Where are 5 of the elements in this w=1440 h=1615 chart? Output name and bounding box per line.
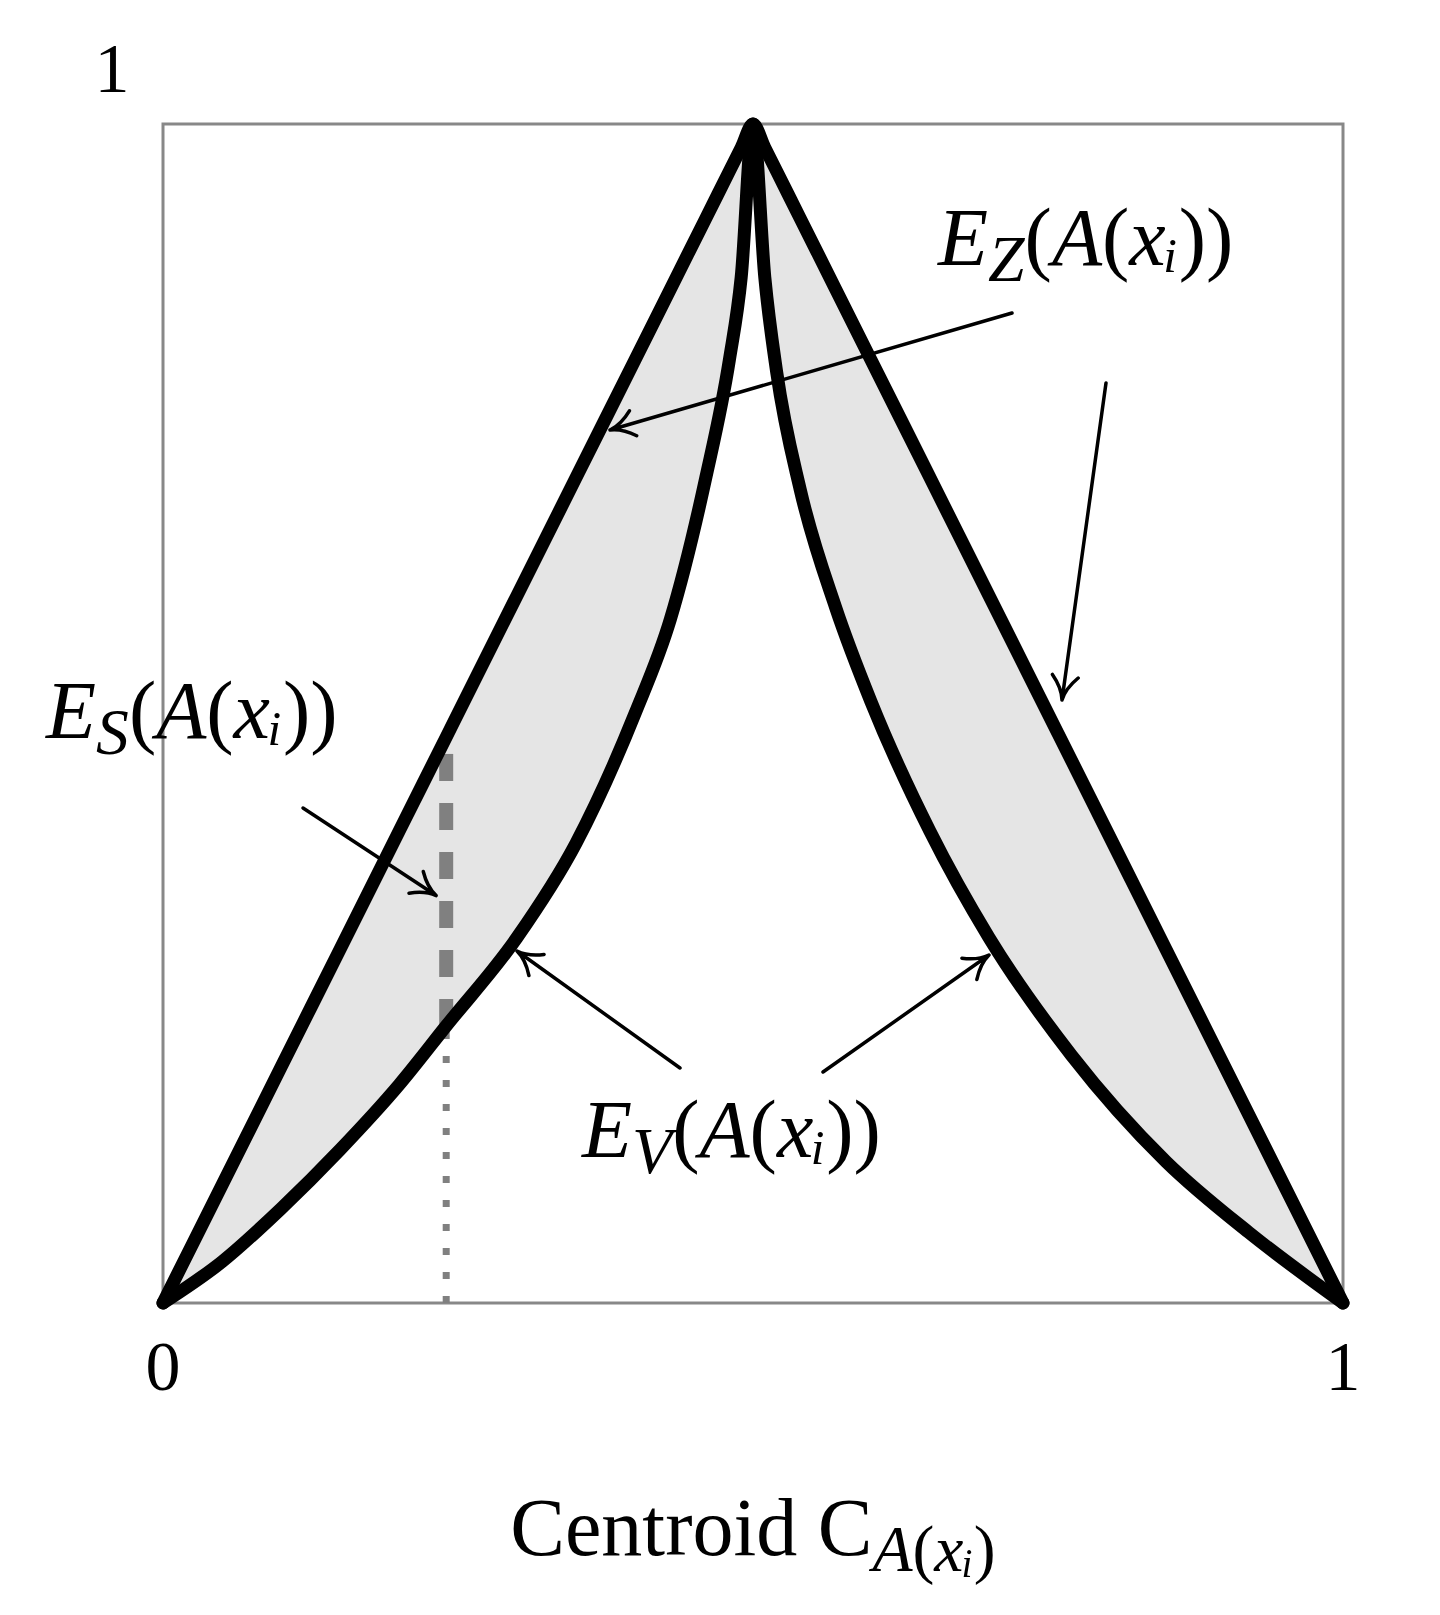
x-tick-label: 0 [145, 1328, 181, 1405]
legend-label: E$_{V}$(A(xᵢ)) [581, 1084, 881, 1188]
annotation: E$_{S}$(A(xᵢ)) [45, 665, 338, 769]
series-label: E$_{Z}$(A(xᵢ)) [937, 192, 1234, 296]
text: 1 [94, 30, 130, 107]
